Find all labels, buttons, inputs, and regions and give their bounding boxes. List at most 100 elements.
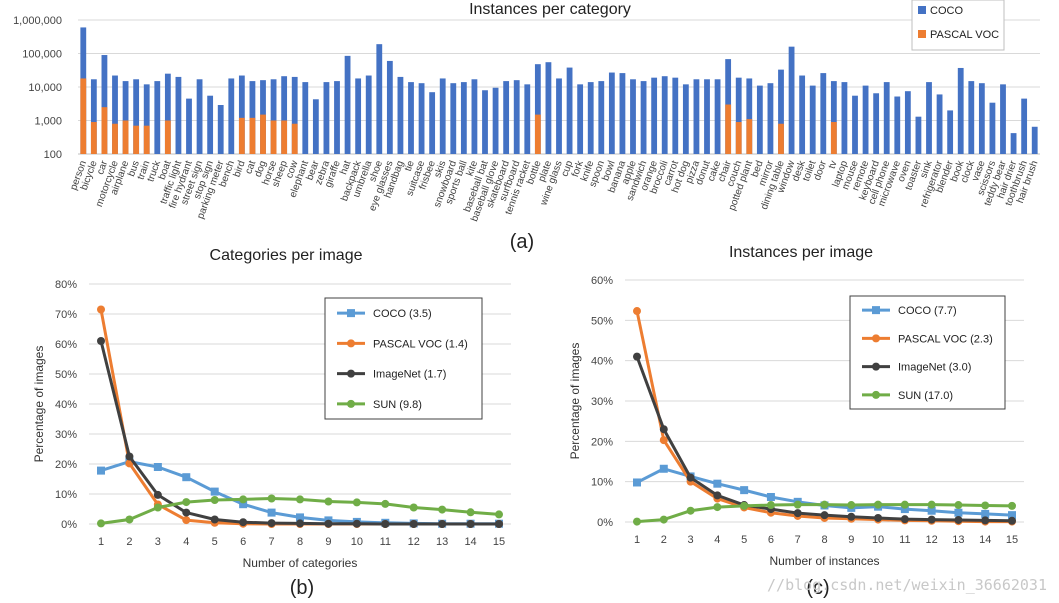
bar-coco-bear xyxy=(312,99,319,154)
bar-pascal-airplane xyxy=(122,120,129,154)
bar-coco-frisbee xyxy=(429,92,436,154)
ytick-label-c: 40% xyxy=(591,356,613,368)
xtick-label-b: 1 xyxy=(98,536,104,548)
bar-coco-elephant xyxy=(302,82,309,154)
point-b-3 xyxy=(466,508,475,517)
point-c-0 xyxy=(954,508,963,517)
bar-pascal-motorcycle xyxy=(112,123,118,154)
point-c-0 xyxy=(740,486,749,495)
point-c-2 xyxy=(713,491,722,500)
point-b-2 xyxy=(153,490,162,499)
bar-coco-keyboard xyxy=(873,93,880,154)
bar-coco-broccoli xyxy=(661,76,668,154)
point-b-3 xyxy=(210,496,219,504)
bar-coco-remote xyxy=(862,85,869,154)
x-axis-title-b: Number of categories xyxy=(243,556,358,570)
bar-coco-donut xyxy=(704,79,710,154)
point-b-2 xyxy=(267,519,276,528)
chart-a: 1001,00010,000100,0001,000,000personbicy… xyxy=(13,0,1041,253)
bar-coco-spoon xyxy=(598,81,605,154)
bar-pascal-bicycle xyxy=(90,122,97,154)
point-c-3 xyxy=(874,500,883,509)
point-b-3 xyxy=(352,498,361,507)
point-c-0 xyxy=(981,509,990,518)
bar-coco-handbag xyxy=(397,76,404,154)
category-label: bus xyxy=(126,159,142,178)
xtick-label-c: 7 xyxy=(795,534,801,546)
bar-coco-tie xyxy=(408,82,414,154)
category-label: tie xyxy=(403,159,417,173)
point-b-2 xyxy=(239,518,248,527)
chart-b: 0%10%20%30%40%50%60%70%80%1 2 3 4 5 6 7 8 9 10 11 1… xyxy=(32,247,511,599)
bar-coco-sports-ball xyxy=(460,82,467,154)
panel-label-b: (b) xyxy=(290,577,314,599)
bar-coco-bed xyxy=(756,85,763,154)
bar-coco-carrot xyxy=(672,77,679,154)
xtick-label-c: 8 xyxy=(821,534,827,546)
bar-pascal-boat xyxy=(164,120,171,154)
legend-marker-c-3 xyxy=(872,390,880,399)
point-c-2 xyxy=(1008,516,1016,525)
point-b-2 xyxy=(182,508,191,517)
bar-pascal-dining-table xyxy=(778,123,784,154)
point-c-0 xyxy=(713,479,722,488)
ytick-label-b: 20% xyxy=(55,459,77,471)
point-c-0 xyxy=(633,478,641,487)
ytick-label-c: 20% xyxy=(591,436,613,448)
bar-coco-teddy-bear xyxy=(1000,84,1006,154)
point-c-3 xyxy=(927,500,936,509)
bar-coco-giraffe xyxy=(334,81,340,154)
legend-marker-c-2 xyxy=(872,362,880,371)
xtick-label-b: 15 xyxy=(493,536,505,548)
chart-title-b: Categories per image xyxy=(210,247,363,264)
chart-c: 0%10%20%30%40%50%60%1 2 3 4 5 6 7 8 9 10 11 12 13 14 1… xyxy=(568,244,1024,599)
point-c-2 xyxy=(900,515,909,524)
bar-coco-sandwich xyxy=(640,81,647,154)
bar-coco-apple xyxy=(630,79,636,154)
category-label: tv xyxy=(827,159,840,170)
bar-coco-hair-brush xyxy=(1031,126,1038,154)
bar-coco-zebra xyxy=(323,82,330,154)
bar-coco-skis xyxy=(439,78,446,154)
ytick-label-c: 10% xyxy=(591,477,613,489)
ytick-label-c: 60% xyxy=(591,275,613,287)
ytick-label-a: 1,000 xyxy=(34,116,62,128)
x-axis-title-c: Number of instances xyxy=(769,554,879,568)
point-b-3 xyxy=(182,498,191,507)
bar-coco-baseball-glove xyxy=(492,87,499,154)
point-c-3 xyxy=(1008,501,1016,510)
legend-label-b-1: PASCAL VOC (1.4) xyxy=(373,338,468,350)
xtick-label-c: 2 xyxy=(661,534,667,546)
legend-label-c-1: PASCAL VOC (2.3) xyxy=(898,333,993,345)
bar-coco-tv xyxy=(830,81,837,154)
xtick-label-b: 9 xyxy=(325,536,331,548)
bar-coco-airplane xyxy=(122,81,129,154)
bar-coco-cake xyxy=(714,79,721,154)
bar-coco-fork xyxy=(577,84,584,154)
legend-marker-b-2 xyxy=(347,369,355,378)
point-c-3 xyxy=(766,501,775,510)
category-label: cat xyxy=(243,159,258,176)
point-c-3 xyxy=(900,500,909,509)
bar-pascal-bottle xyxy=(534,114,541,154)
xtick-label-b: 13 xyxy=(436,536,448,548)
ytick-label-a: 10,000 xyxy=(28,82,62,94)
point-b-2 xyxy=(97,337,105,345)
bar-coco-bottle xyxy=(534,64,541,154)
legend-marker-b-1 xyxy=(347,339,355,348)
bar-coco-eye-glasses xyxy=(386,60,393,155)
bar-pascal-car xyxy=(101,107,108,154)
bar-pascal-dog xyxy=(260,114,266,154)
legend-label-c-2: ImageNet (3.0) xyxy=(898,362,971,374)
chart-title-c: Instances per image xyxy=(729,244,873,261)
point-b-0 xyxy=(210,487,219,496)
point-c-0 xyxy=(900,505,909,514)
xtick-label-c: 12 xyxy=(926,534,938,546)
bar-coco-orange xyxy=(651,77,658,154)
bar-coco-mirror xyxy=(767,83,774,154)
xtick-label-b: 12 xyxy=(408,536,420,548)
bar-pascal-couch xyxy=(735,122,742,154)
panel-label-a: (a) xyxy=(510,231,534,253)
bar-coco-banana xyxy=(619,73,626,154)
bar-coco-truck xyxy=(154,81,161,154)
